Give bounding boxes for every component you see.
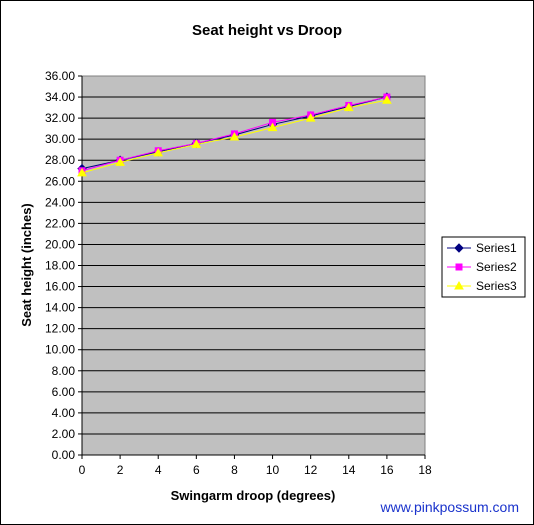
y-tick-label: 30.00 — [45, 132, 75, 146]
axes: 0.00 2.00 4.00 6.00 8.00 10.00 12.00 14.00 16.00… — [45, 69, 432, 477]
y-tick-label: 24.00 — [45, 195, 75, 209]
series-series3 — [77, 95, 392, 177]
y-tick-label: 18.00 — [45, 259, 75, 273]
data-point — [305, 113, 316, 122]
legend-marker — [454, 280, 464, 290]
data-point — [229, 132, 240, 141]
y-axis-title: Seat height (inches) — [19, 203, 34, 327]
legend-label: Series3 — [476, 279, 517, 293]
y-tick-label: 16.00 — [45, 280, 75, 294]
x-tick-label: 0 — [79, 463, 86, 477]
legend-entry: Series3 — [447, 279, 517, 293]
legend-entry: Series2 — [447, 260, 517, 274]
y-tick-label: 8.00 — [52, 364, 76, 378]
data-point — [153, 147, 164, 157]
y-tick-label: 20.00 — [45, 237, 75, 251]
data-point — [191, 139, 202, 148]
legend-entry: Series1 — [447, 241, 517, 255]
x-axis-title: Swingarm droop (degrees) — [171, 488, 336, 503]
y-tick-label: 14.00 — [45, 301, 75, 315]
legend-label: Series1 — [476, 241, 517, 255]
data-point — [267, 122, 278, 132]
x-tick-label: 2 — [117, 463, 124, 477]
y-tick-label: 26.00 — [45, 174, 75, 188]
y-tick-label: 28.00 — [45, 153, 75, 167]
y-tick-label: 4.00 — [52, 406, 76, 420]
y-tick-label: 34.00 — [45, 90, 75, 104]
y-tick-label: 12.00 — [45, 322, 75, 336]
chart-title: Seat height vs Droop — [192, 22, 342, 39]
legend: Series1 Series2 Series3 — [441, 236, 526, 298]
data-point — [343, 102, 354, 112]
y-tick-label: 6.00 — [52, 385, 76, 399]
x-tick-label: 4 — [155, 463, 162, 477]
x-tick-label: 16 — [380, 463, 394, 477]
y-tick-label: 2.00 — [52, 427, 76, 441]
legend-marker — [454, 243, 464, 253]
x-tick-label: 10 — [266, 463, 280, 477]
y-tick-label: 36.00 — [45, 69, 75, 83]
y-tick-label: 32.00 — [45, 111, 75, 125]
series-layer — [77, 92, 392, 177]
x-tick-label: 18 — [418, 463, 432, 477]
y-tick-label: 10.00 — [45, 343, 75, 357]
x-tick-label: 12 — [304, 463, 318, 477]
x-tick-label: 14 — [342, 463, 356, 477]
y-tick-label: 22.00 — [45, 216, 75, 230]
data-point — [77, 167, 87, 177]
credit-link[interactable]: www.pinkpossum.com — [380, 499, 520, 515]
y-tick-label: 0.00 — [52, 448, 76, 462]
x-tick-label: 8 — [231, 463, 238, 477]
data-point — [382, 95, 392, 104]
legend-label: Series2 — [476, 260, 517, 274]
grid-lines — [82, 96, 425, 435]
legend-marker — [455, 263, 463, 271]
x-tick-label: 6 — [193, 463, 200, 477]
data-point — [115, 157, 125, 166]
